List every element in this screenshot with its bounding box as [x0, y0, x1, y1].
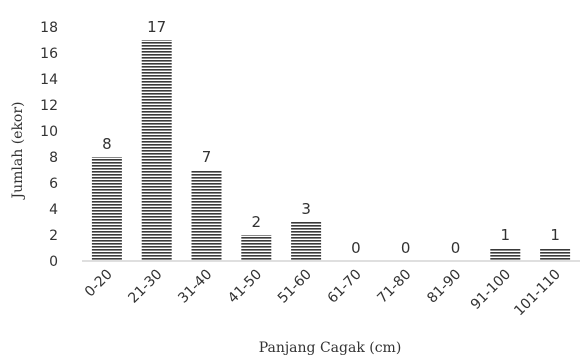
x-tick-label: 41-50 — [225, 267, 265, 307]
y-tick-label: 4 — [49, 202, 58, 218]
x-tick-label: 71-80 — [374, 267, 414, 307]
x-tick-label: 101-110 — [511, 267, 564, 320]
x-tick-label: 91-100 — [468, 267, 514, 313]
y-tick-label: 10 — [40, 124, 58, 140]
data-label: 17 — [147, 18, 166, 36]
bar — [540, 248, 571, 261]
bar — [490, 248, 521, 261]
y-tick-label: 12 — [40, 98, 58, 114]
data-label: 8 — [102, 135, 112, 153]
data-label: 0 — [401, 239, 411, 257]
data-label: 0 — [351, 239, 361, 257]
bar — [191, 170, 222, 261]
x-axis-title: Panjang Cagak (cm) — [259, 340, 402, 356]
x-tick-label: 61-70 — [325, 267, 365, 307]
y-tick-label: 2 — [49, 228, 58, 244]
data-label: 1 — [550, 226, 560, 244]
bars — [91, 40, 571, 261]
y-axis-title: Jumlah (ekor) — [10, 101, 26, 200]
data-labels: 8 17 7 2 3 0 0 0 1 1 — [102, 18, 560, 257]
y-axis-tick-labels: 0 2 4 6 8 10 12 14 16 18 — [40, 20, 58, 270]
data-label: 0 — [451, 239, 461, 257]
data-label: 1 — [501, 226, 511, 244]
data-label: 7 — [202, 148, 212, 166]
x-tick-label: 51-60 — [275, 267, 315, 307]
x-tick-label: 81-90 — [424, 267, 464, 307]
data-label: 2 — [252, 213, 262, 231]
y-tick-label: 14 — [40, 72, 58, 88]
bar — [91, 157, 122, 261]
y-tick-label: 8 — [49, 150, 58, 166]
bar — [241, 235, 272, 261]
x-tick-label: 0-20 — [82, 267, 116, 301]
bar — [291, 222, 322, 261]
y-tick-label: 6 — [49, 176, 58, 192]
x-axis-tick-labels: 0-20 21-30 31-40 41-50 51-60 61-70 71-80 81-90 9… — [82, 267, 564, 320]
x-tick-label: 21-30 — [125, 267, 165, 307]
bar — [141, 40, 172, 261]
data-label: 3 — [301, 200, 311, 218]
y-tick-label: 0 — [49, 254, 58, 270]
y-tick-label: 16 — [40, 46, 58, 62]
y-tick-label: 18 — [40, 20, 58, 36]
x-tick-label: 31-40 — [175, 267, 215, 307]
